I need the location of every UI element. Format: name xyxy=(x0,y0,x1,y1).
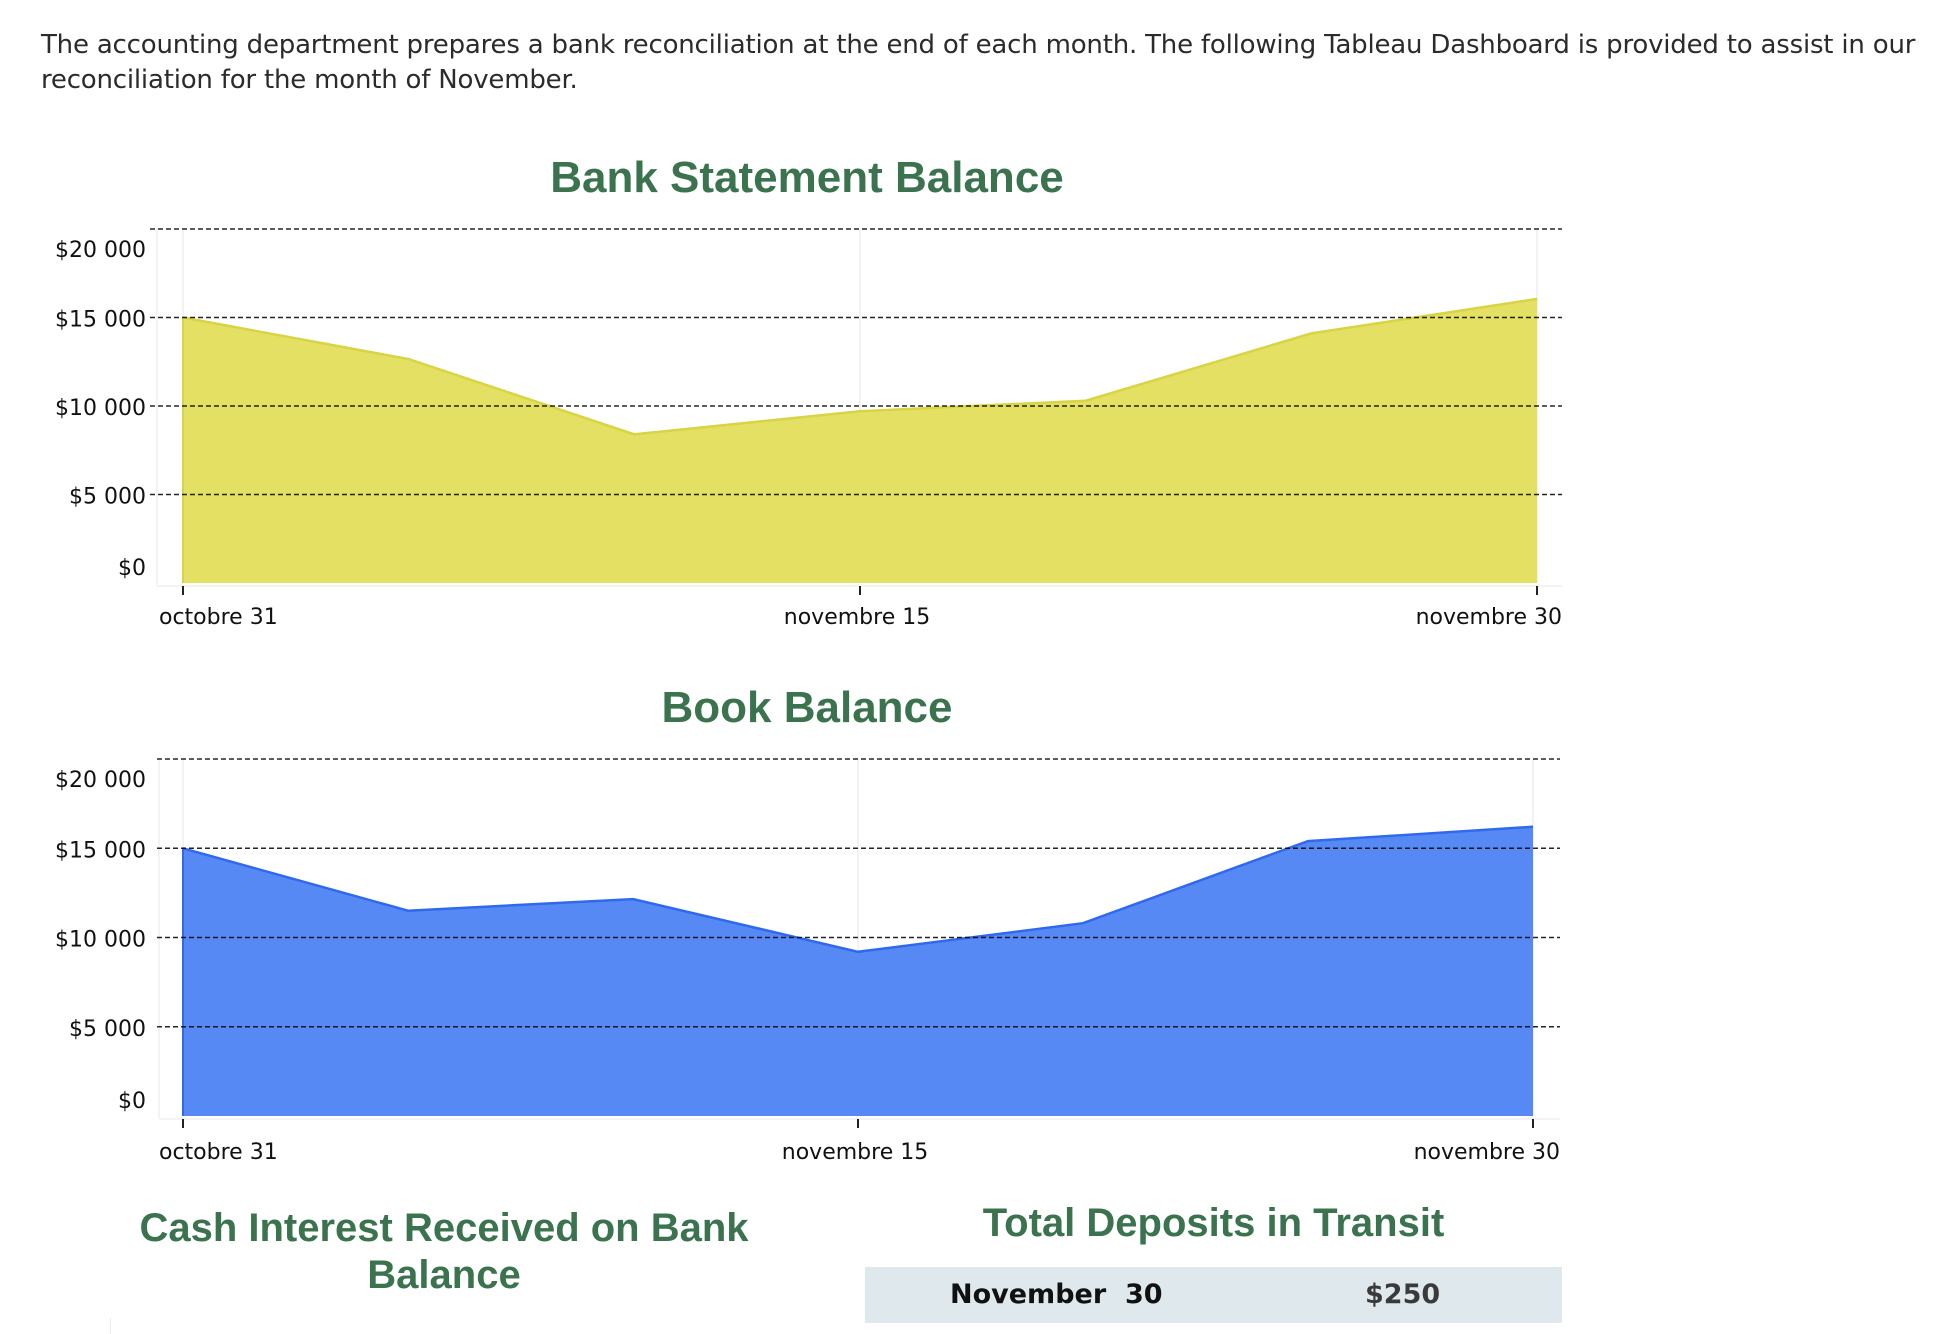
y-tick-label: $0 xyxy=(118,556,146,581)
y-tick-label: $10 000 xyxy=(55,396,146,421)
deposits-in-transit-title: Total Deposits in Transit xyxy=(982,1201,1445,1245)
x-tick-label: novembre 15 xyxy=(782,1140,928,1165)
x-tick-label: novembre 30 xyxy=(1414,1140,1560,1165)
y-tick-label: $20 000 xyxy=(55,768,146,793)
area-fill xyxy=(183,826,1533,1116)
x-tick-label: octobre 31 xyxy=(159,605,278,630)
y-tick-label: $5 000 xyxy=(69,485,146,510)
x-tick-label: octobre 31 xyxy=(159,1140,278,1165)
y-tick-label: $5 000 xyxy=(69,1017,146,1042)
y-tick-label: $10 000 xyxy=(55,928,146,953)
cash-interest-title-line1: Cash Interest Received on Bank xyxy=(139,1206,749,1250)
book-balance-area-chart: $20 000 $15 000 $10 000 $5 000 $0 octobre 31 n… xyxy=(55,758,1560,1165)
y-tick-label: $15 000 xyxy=(55,838,146,863)
cash-interest-panel-edge xyxy=(110,1318,111,1334)
cash-interest-title-line2: Balance xyxy=(367,1253,521,1297)
area-line xyxy=(182,297,1538,436)
y-tick-label: $15 000 xyxy=(55,308,146,333)
book-chart-title: Book Balance xyxy=(661,683,953,732)
deposit-date: November 30 xyxy=(950,1279,1163,1310)
bank-statement-area-chart: $20 000 $15 000 $10 000 $5 000 $0 octobre 31 n… xyxy=(55,228,1562,630)
intro-paragraph: The accounting department prepares a ban… xyxy=(41,30,1916,95)
area-line xyxy=(182,825,1534,954)
y-tick-label: $20 000 xyxy=(55,238,146,263)
deposit-table-row: November 30 $250 xyxy=(865,1267,1562,1323)
area-fill xyxy=(183,298,1537,583)
x-tick-label: novembre 15 xyxy=(784,605,930,630)
deposit-amount: $250 xyxy=(1365,1279,1441,1310)
x-tick-label: novembre 30 xyxy=(1416,605,1562,630)
bank-chart-title: Bank Statement Balance xyxy=(550,153,1064,202)
cash-interest-title: Cash Interest Received on Bank Balance xyxy=(104,1205,784,1299)
y-tick-label: $0 xyxy=(118,1089,146,1114)
